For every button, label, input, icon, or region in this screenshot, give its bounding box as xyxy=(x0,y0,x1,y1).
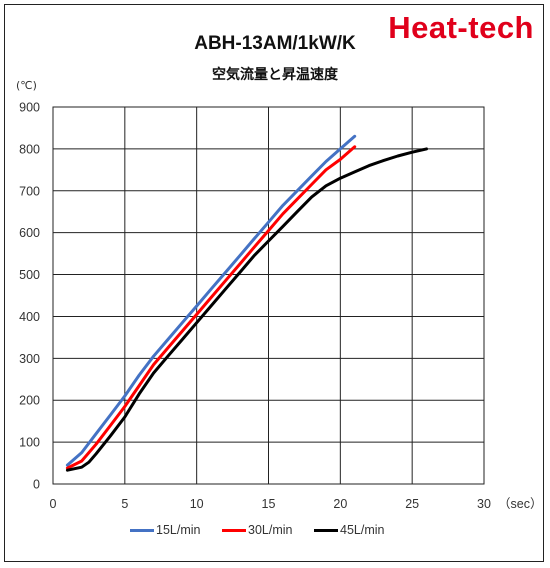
legend-item: 30L/min xyxy=(222,523,292,537)
series-line-15l-min xyxy=(65,134,357,467)
chart-subtitle: 空気流量と昇温速度 xyxy=(212,67,338,83)
grid-layer xyxy=(52,106,485,485)
x-axis-label: （sec） xyxy=(498,497,542,511)
brand-logo: Heat-tech xyxy=(388,10,534,45)
legend-label: 45L/min xyxy=(340,523,385,537)
y-tick-label: 600 xyxy=(19,226,40,240)
chart-legend: 15L/min 30L/min 45L/min xyxy=(0,523,550,543)
x-tick-label: 10 xyxy=(190,497,204,511)
x-tick-label: 20 xyxy=(333,497,347,511)
y-tick-label: 500 xyxy=(19,268,40,282)
y-tick-label: 300 xyxy=(19,352,40,366)
legend-swatch xyxy=(130,528,154,532)
x-tick-label: 25 xyxy=(405,497,419,511)
series-line-30l-min xyxy=(65,145,357,470)
y-tick-label: 900 xyxy=(19,101,40,115)
y-tick-label: 100 xyxy=(19,436,40,450)
chart-frame xyxy=(4,4,544,562)
legend-label: 30L/min xyxy=(248,523,293,537)
legend-swatch xyxy=(314,528,338,532)
legend-item: 45L/min xyxy=(314,523,384,537)
y-tick-label: 0 xyxy=(33,478,40,492)
x-tick-label: 5 xyxy=(121,497,128,511)
y-axis-unit-label: (℃) xyxy=(16,79,37,92)
x-tick-label: 0 xyxy=(50,497,57,511)
legend-swatch xyxy=(222,528,246,532)
tick-layer: 0 100 200 300 400 500 600 700 800 900 0 5 10 15 20 25 30 xyxy=(19,101,491,512)
y-tick-label: 800 xyxy=(19,142,40,156)
chart-title: ABH-13AM/1kW/K xyxy=(194,33,356,54)
series-line-45l-min xyxy=(65,147,428,472)
y-tick-label: 700 xyxy=(19,184,40,198)
y-tick-label: 200 xyxy=(19,394,40,408)
legend-label: 15L/min xyxy=(156,523,201,537)
series-layer xyxy=(65,134,428,472)
x-tick-label: 30 xyxy=(477,497,491,511)
y-tick-label: 400 xyxy=(19,310,40,324)
legend-item: 15L/min xyxy=(130,523,200,537)
x-tick-label: 15 xyxy=(262,497,276,511)
